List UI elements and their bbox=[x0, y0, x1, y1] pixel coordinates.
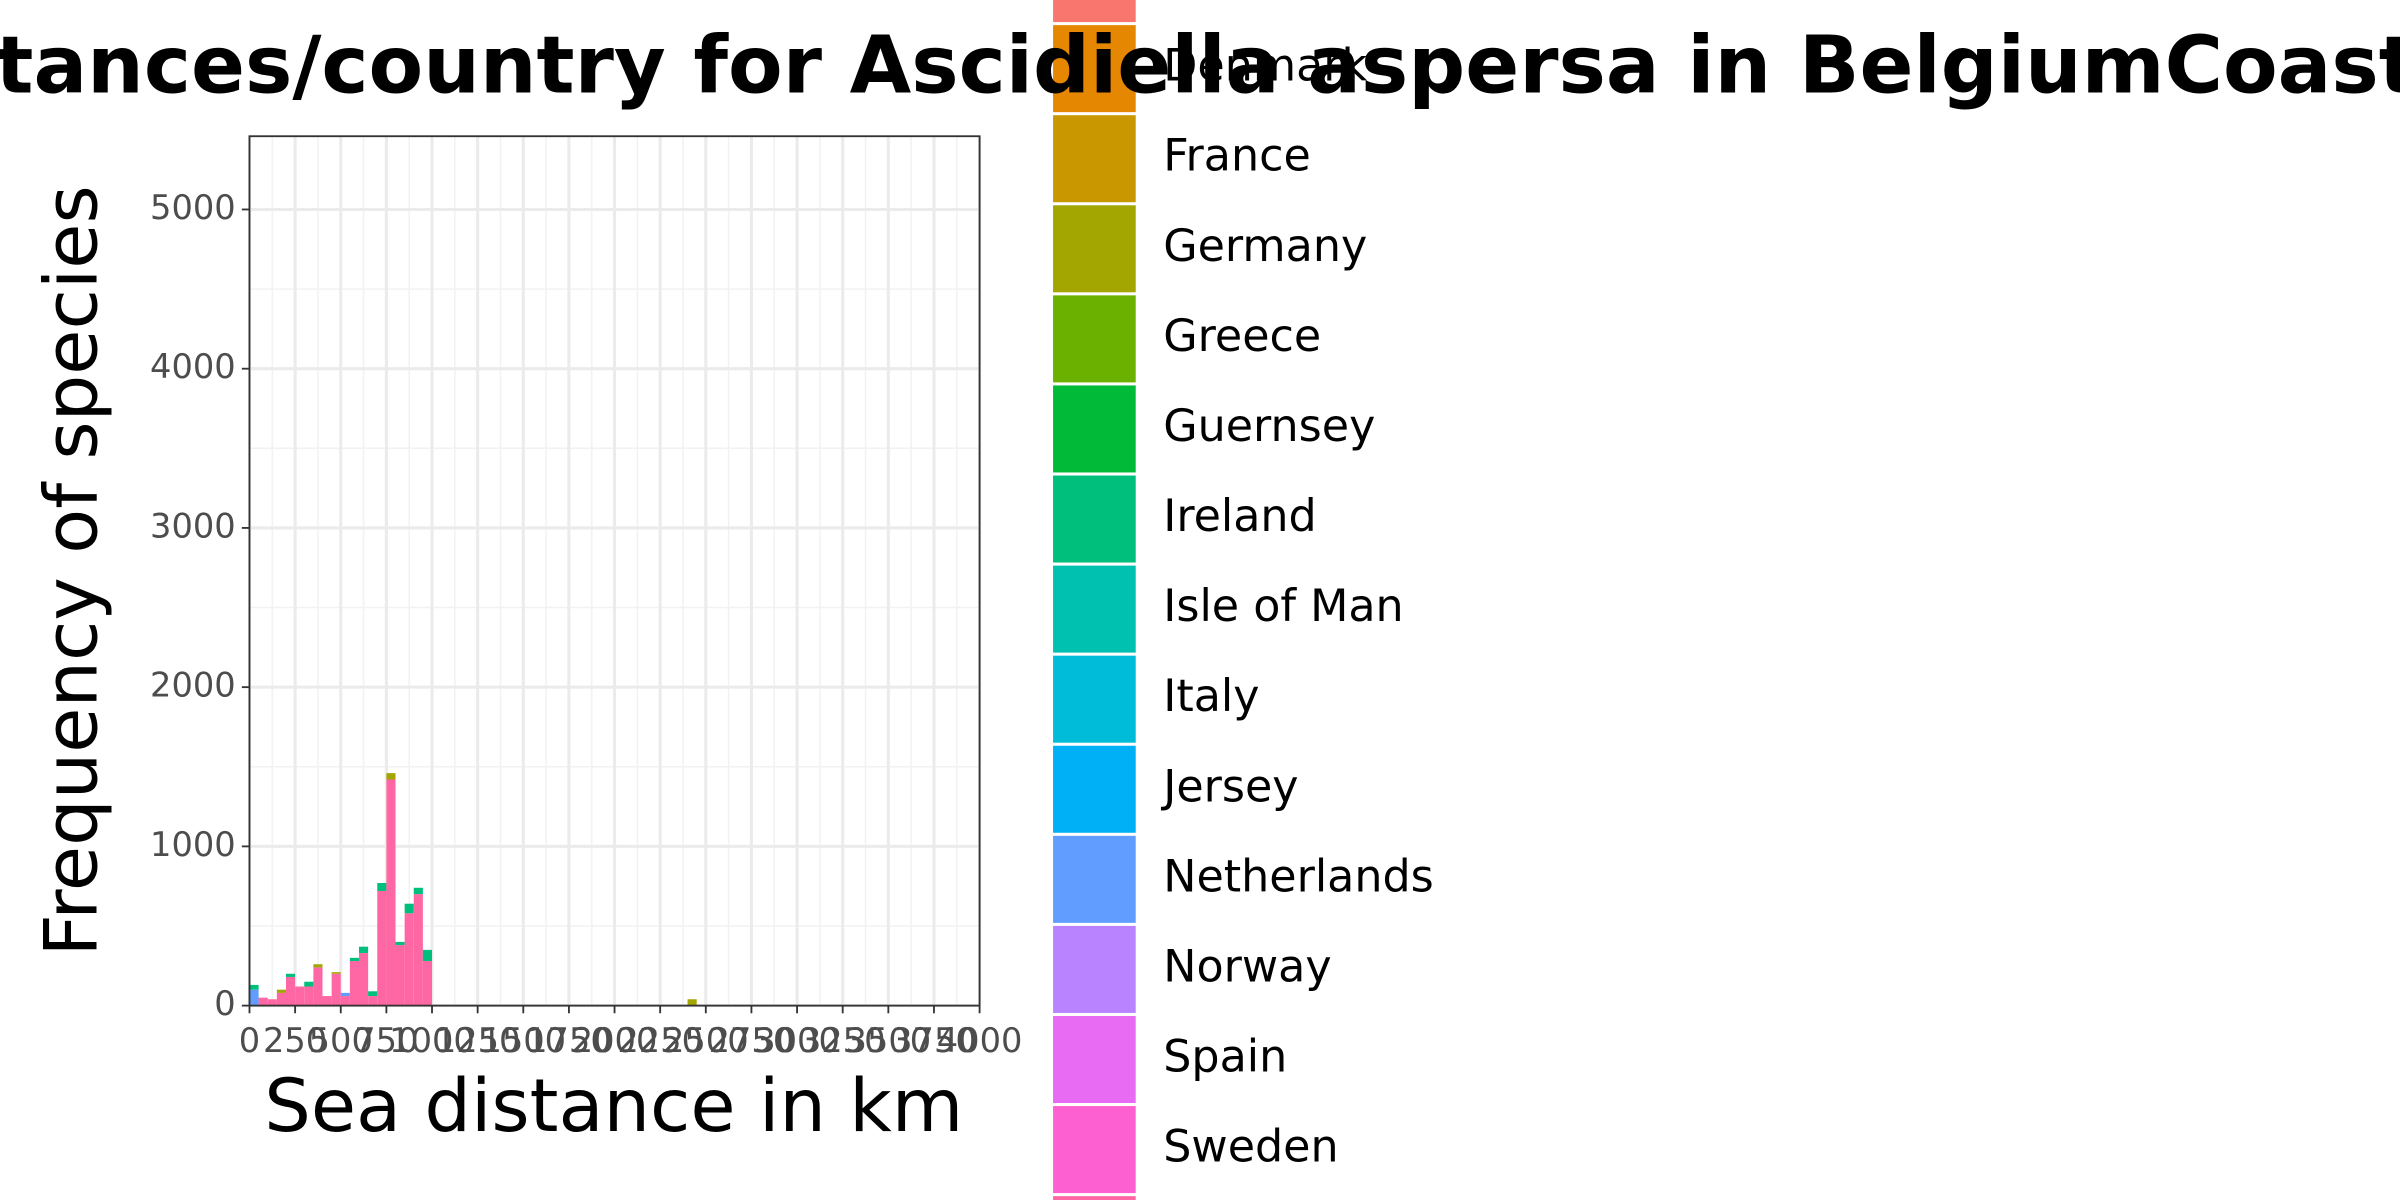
bar bbox=[304, 986, 314, 1006]
bar bbox=[395, 945, 405, 1006]
bar bbox=[368, 996, 378, 1006]
x-tick-label: 250 bbox=[263, 1021, 327, 1060]
legend-swatch bbox=[1053, 115, 1136, 203]
y-tick-label: 3000 bbox=[150, 506, 236, 545]
legend-swatch bbox=[1053, 385, 1136, 473]
legend-swatch bbox=[1053, 925, 1136, 1013]
y-tick-label: 2000 bbox=[150, 666, 236, 705]
x-tick-label: 1500 bbox=[480, 1021, 566, 1060]
legend-label: Netherlands bbox=[1163, 851, 1434, 902]
bar bbox=[413, 894, 423, 1006]
bar bbox=[276, 992, 286, 1006]
chart-title: tances/country for Ascidiella aspersa in… bbox=[0, 18, 2400, 111]
y-tick-label: 1000 bbox=[150, 825, 236, 864]
bar bbox=[349, 961, 360, 1006]
x-tick-label: 3000 bbox=[754, 1021, 840, 1060]
bar bbox=[313, 964, 323, 968]
bar bbox=[413, 887, 423, 895]
legend-label: Jersey bbox=[1160, 761, 1298, 812]
legend-label: Germany bbox=[1163, 221, 1367, 272]
legend-label: Italy bbox=[1163, 671, 1259, 722]
bar bbox=[386, 773, 396, 780]
x-tick-label: 500 bbox=[309, 1021, 373, 1060]
legend-label: France bbox=[1163, 131, 1311, 182]
legend-label: Denmark bbox=[1163, 41, 1367, 92]
x-tick-label: 3500 bbox=[846, 1021, 932, 1060]
bar bbox=[349, 957, 360, 962]
legend-swatch bbox=[1053, 475, 1136, 563]
bar bbox=[322, 996, 332, 1006]
bar bbox=[386, 779, 396, 1006]
bar bbox=[404, 903, 414, 914]
x-tick-label: 1250 bbox=[435, 1021, 521, 1060]
bar bbox=[395, 941, 405, 946]
x-tick-label: 4000 bbox=[937, 1021, 1023, 1060]
x-tick-label: 0 bbox=[239, 1021, 260, 1060]
x-tick-label: 2000 bbox=[572, 1021, 658, 1060]
bar bbox=[295, 986, 305, 1006]
legend: Denmark France Germany Greece Guernsey Irelan… bbox=[1053, 0, 1434, 1200]
bar bbox=[313, 967, 323, 1006]
bar bbox=[340, 992, 350, 997]
x-tick-label: 1750 bbox=[526, 1021, 612, 1060]
x-tick-label: 1000 bbox=[389, 1021, 475, 1060]
legend-swatch bbox=[1053, 565, 1136, 653]
bar bbox=[249, 989, 259, 1006]
y-tick-label: 4000 bbox=[150, 347, 236, 386]
bar bbox=[258, 997, 268, 1006]
legend-label: Guernsey bbox=[1163, 401, 1375, 452]
bar bbox=[249, 984, 259, 990]
legend-swatch bbox=[1053, 1106, 1136, 1194]
legend-label: Sweden bbox=[1163, 1122, 1338, 1173]
legend-label: Isle of Man bbox=[1163, 581, 1403, 632]
bar bbox=[340, 996, 350, 1006]
x-tick-label: 2750 bbox=[709, 1021, 795, 1060]
legend-swatch bbox=[1053, 1015, 1136, 1103]
bar bbox=[377, 890, 387, 1006]
bar bbox=[359, 946, 369, 954]
bar bbox=[276, 989, 286, 993]
x-tick-label: 3250 bbox=[800, 1021, 886, 1060]
bar bbox=[359, 953, 369, 1006]
bar bbox=[304, 981, 314, 987]
bar bbox=[267, 999, 277, 1006]
x-tick-label: 3750 bbox=[891, 1021, 977, 1060]
x-tick-label: 2250 bbox=[617, 1021, 703, 1060]
legend-swatch bbox=[1053, 25, 1136, 113]
legend-label: Spain bbox=[1163, 1031, 1287, 1082]
bar bbox=[285, 973, 296, 977]
legend-label: Ireland bbox=[1163, 491, 1316, 542]
bar bbox=[331, 972, 341, 974]
legend-swatch bbox=[1053, 1196, 1136, 1200]
legend-label: Norway bbox=[1163, 941, 1331, 992]
bar bbox=[331, 973, 341, 1006]
bar bbox=[368, 991, 378, 997]
legend-swatch bbox=[1053, 835, 1136, 923]
bars bbox=[249, 773, 697, 1006]
bar bbox=[404, 913, 414, 1006]
legend-swatch bbox=[1053, 0, 1136, 23]
y-tick-label: 5000 bbox=[150, 188, 236, 227]
x-axis-label: Sea distance in km bbox=[264, 1064, 963, 1149]
x-tick-label: 2500 bbox=[663, 1021, 749, 1060]
legend-swatch bbox=[1053, 295, 1136, 383]
legend-swatch bbox=[1053, 205, 1136, 293]
x-tick-label: 750 bbox=[354, 1021, 418, 1060]
bar bbox=[422, 949, 433, 962]
legend-swatch bbox=[1053, 745, 1136, 833]
bar bbox=[422, 961, 433, 1006]
y-tick-label: 0 bbox=[214, 984, 235, 1023]
bar bbox=[377, 883, 387, 891]
y-axis-label: Frequency of species bbox=[30, 185, 115, 956]
legend-label: Greece bbox=[1163, 311, 1321, 362]
legend-swatch bbox=[1053, 655, 1136, 743]
bar bbox=[285, 976, 296, 1006]
bar bbox=[687, 999, 697, 1006]
